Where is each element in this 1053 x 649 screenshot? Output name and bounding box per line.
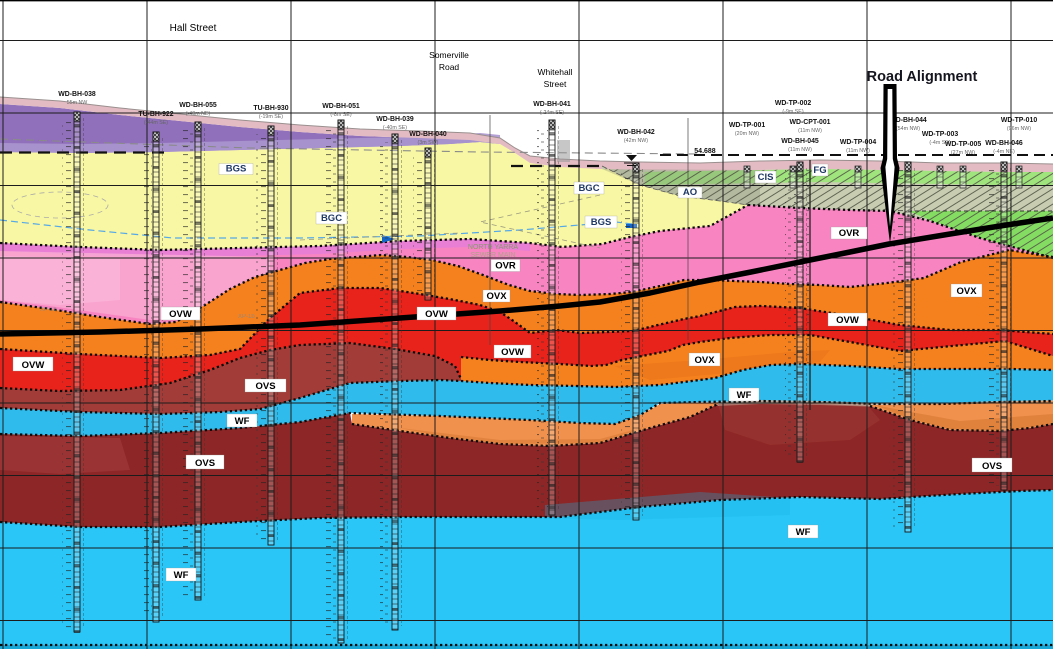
svg-text:(11m NW): (11m NW) [788, 147, 812, 153]
svg-text:BGS: BGS [226, 164, 247, 175]
svg-text:WF: WF [174, 570, 189, 581]
svg-text:Whitehall: Whitehall [538, 67, 573, 77]
svg-text:WF: WF [235, 416, 250, 427]
svg-text:(-44m SE): (-44m SE) [144, 120, 168, 126]
svg-text:(96m NW): (96m NW) [1007, 126, 1031, 132]
svg-text:XP-1b: XP-1b [238, 314, 255, 320]
svg-text:WD-TP-003: WD-TP-003 [922, 131, 959, 138]
svg-text:OVS: OVS [255, 381, 275, 392]
svg-text:OVR: OVR [839, 228, 860, 239]
svg-text:WD-BH-044: WD-BH-044 [889, 117, 927, 124]
svg-text:WD-BH-042: WD-BH-042 [617, 129, 655, 136]
svg-text:55m NW: 55m NW [67, 100, 88, 106]
svg-text:OVS: OVS [982, 461, 1002, 472]
svg-text:WD-BH-045: WD-BH-045 [781, 138, 819, 145]
svg-text:WD-TP-004: WD-TP-004 [840, 139, 877, 146]
svg-text:TU-BH-922: TU-BH-922 [138, 111, 173, 118]
svg-text:OVX: OVX [486, 291, 507, 302]
svg-text:(-8m SE): (-8m SE) [330, 112, 351, 118]
svg-text:OVX: OVX [694, 355, 715, 366]
svg-text:WD-BH-038: WD-BH-038 [58, 91, 96, 98]
svg-text:WD-BH-040: WD-BH-040 [409, 131, 447, 138]
svg-text:BGC: BGC [578, 183, 599, 194]
svg-text:Road: Road [439, 62, 460, 72]
svg-text:OVW: OVW [501, 347, 524, 358]
svg-text:(42m NW): (42m NW) [624, 138, 648, 144]
svg-text:WD-CPT-001: WD-CPT-001 [790, 119, 831, 126]
svg-text:OVR: OVR [495, 261, 516, 272]
svg-text:OVW: OVW [425, 309, 448, 320]
svg-text:WD-BH-046: WD-BH-046 [985, 140, 1023, 147]
svg-text:CIS: CIS [758, 172, 774, 183]
svg-text:(3m SW): (3m SW) [418, 140, 439, 146]
svg-text:WD-BH-051: WD-BH-051 [322, 103, 360, 110]
svg-text:WD-TP-005: WD-TP-005 [945, 141, 982, 148]
svg-text:(11m NW): (11m NW) [846, 148, 870, 154]
svg-text:OVW: OVW [836, 315, 859, 326]
svg-text:AO: AO [683, 187, 697, 198]
svg-text:WD-BH-041: WD-BH-041 [533, 101, 571, 108]
svg-text:WD-TP-001: WD-TP-001 [729, 122, 766, 129]
svg-text:(-9m SE): (-9m SE) [782, 109, 803, 115]
svg-text:FG: FG [813, 165, 826, 176]
svg-text:WF: WF [737, 390, 752, 401]
svg-text:(27m NW): (27m NW) [951, 150, 975, 156]
svg-text:OVW: OVW [22, 360, 45, 371]
svg-text:Street: Street [544, 79, 567, 89]
svg-text:(-40m SE): (-40m SE) [383, 125, 407, 131]
svg-text:(11m NW): (11m NW) [798, 128, 822, 134]
svg-text:WD-BH-039: WD-BH-039 [376, 116, 414, 123]
svg-text:TU-BH-930: TU-BH-930 [253, 105, 288, 112]
svg-text:BGS: BGS [591, 217, 612, 228]
svg-text:(-19m SE): (-19m SE) [259, 114, 283, 120]
svg-text:NORTH YARRA: NORTH YARRA [468, 244, 519, 251]
svg-text:Somerville: Somerville [429, 50, 469, 60]
svg-text:Road Alignment: Road Alignment [867, 69, 978, 85]
svg-text:OVX: OVX [956, 286, 977, 297]
svg-text:WD-BH-055: WD-BH-055 [179, 102, 217, 109]
svg-text:SEWER MAIN: SEWER MAIN [470, 252, 515, 259]
svg-text:OVW: OVW [169, 309, 192, 320]
svg-text:BGC: BGC [321, 213, 342, 224]
svg-text:(20m NW): (20m NW) [735, 131, 759, 137]
svg-text:WD-TP-010: WD-TP-010 [1001, 117, 1038, 124]
svg-text:OVS: OVS [195, 458, 215, 469]
svg-text:WF: WF [796, 527, 811, 538]
svg-text:(-4m SE): (-4m SE) [929, 140, 950, 146]
svg-text:(54m NW): (54m NW) [896, 126, 920, 132]
svg-text:Hall Street: Hall Street [170, 23, 217, 34]
svg-text:WD-TP-002: WD-TP-002 [775, 100, 812, 107]
svg-text:XP-1b: XP-1b [40, 307, 57, 313]
svg-text:(-40m NE): (-40m NE) [186, 111, 211, 117]
svg-text:54.688: 54.688 [694, 148, 716, 155]
svg-text:(-24m SE): (-24m SE) [540, 110, 564, 116]
svg-text:(-4m NE): (-4m NE) [993, 149, 1015, 155]
